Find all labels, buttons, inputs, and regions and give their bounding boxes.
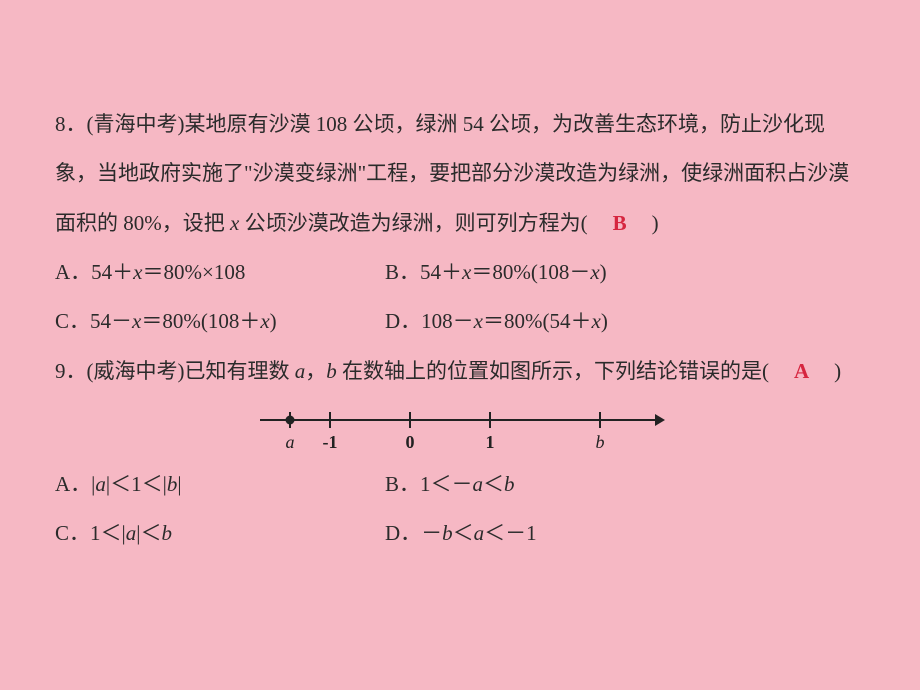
q8-answer: B [613, 211, 627, 235]
q9-option-b: B．1＜－a＜b [385, 460, 865, 509]
opt-var: a [126, 521, 137, 545]
opt-text: － [421, 521, 442, 545]
opt-label: C． [55, 309, 90, 333]
question-9: 9．(威海中考)已知有理数 a，b 在数轴上的位置如图所示，下列结论错误的是( … [55, 347, 865, 396]
opt-text: ＜ [483, 472, 504, 496]
opt-var: a [95, 472, 106, 496]
svg-text:-1: -1 [323, 432, 338, 452]
opt-text: ) [270, 309, 277, 333]
opt-label: A． [55, 472, 91, 496]
opt-var: b [161, 521, 172, 545]
q8-stem-3: ) [631, 211, 659, 235]
q9-option-c: C．1＜|a|＜b [55, 509, 385, 558]
opt-text: ＝80%×108 [143, 260, 246, 284]
opt-var: b [504, 472, 515, 496]
opt-var: x [462, 260, 471, 284]
q9-number-line-figure: a -1 0 1 b [55, 396, 865, 460]
q9-options-row1: A．|a|＜1＜|b| B．1＜－a＜b [55, 460, 865, 509]
q9-comma: ， [305, 359, 326, 383]
q9-option-a: A．|a|＜1＜|b| [55, 460, 385, 509]
opt-label: C． [55, 521, 90, 545]
opt-var: b [167, 472, 178, 496]
q8-option-c: C．54－x＝80%(108＋x) [55, 297, 385, 346]
opt-text: |＜ [136, 521, 161, 545]
q9-answer: A [794, 359, 809, 383]
opt-text: 54＋ [420, 260, 462, 284]
q8-number: 8． [55, 112, 87, 136]
opt-var: x [132, 309, 141, 333]
opt-text: ) [601, 309, 608, 333]
question-8: 8．(青海中考)某地原有沙漠 108 公顷，绿洲 54 公顷，为改善生态环境，防… [55, 100, 865, 248]
opt-text: ＝80%(108＋ [141, 309, 260, 333]
opt-text: ＜－1 [484, 521, 537, 545]
q9-option-d: D．－b＜a＜－1 [385, 509, 865, 558]
svg-text:b: b [596, 432, 605, 452]
q9-stem-2: 在数轴上的位置如图所示，下列结论错误的是( [337, 359, 790, 383]
q8-options-row1: A．54＋x＝80%×108 B．54＋x＝80%(108－x) [55, 248, 865, 297]
q8-var-x: x [230, 211, 239, 235]
opt-label: D． [385, 521, 421, 545]
q9-number: 9． [55, 359, 87, 383]
q9-stem-1: 已知有理数 [185, 359, 295, 383]
q9-var-b: b [326, 359, 337, 383]
opt-text: |＜1＜| [106, 472, 167, 496]
opt-text: ＝80%(54＋ [483, 309, 592, 333]
q9-var-a: a [295, 359, 306, 383]
q8-tag: (青海中考) [87, 112, 185, 136]
opt-var: b [442, 521, 453, 545]
opt-var: x [133, 260, 142, 284]
opt-text: ) [600, 260, 607, 284]
opt-text: ＜ [453, 521, 474, 545]
q8-option-b: B．54＋x＝80%(108－x) [385, 248, 865, 297]
svg-text:1: 1 [486, 432, 495, 452]
opt-label: D． [385, 309, 421, 333]
opt-text: 1＜－ [420, 472, 473, 496]
svg-text:0: 0 [406, 432, 415, 452]
opt-text: 54－ [90, 309, 132, 333]
number-line-svg: a -1 0 1 b [255, 404, 665, 454]
opt-text: 108－ [421, 309, 474, 333]
q8-option-a: A．54＋x＝80%×108 [55, 248, 385, 297]
opt-text: | [177, 472, 181, 496]
opt-var: a [473, 472, 484, 496]
page: 8．(青海中考)某地原有沙漠 108 公顷，绿洲 54 公顷，为改善生态环境，防… [0, 0, 920, 599]
opt-text: ＝80%(108－ [471, 260, 590, 284]
opt-var: x [590, 260, 599, 284]
q8-options-row2: C．54－x＝80%(108＋x) D．108－x＝80%(54＋x) [55, 297, 865, 346]
opt-label: B． [385, 472, 420, 496]
svg-text:a: a [286, 432, 295, 452]
q9-tag: (威海中考) [87, 359, 185, 383]
opt-text: 1＜| [90, 521, 126, 545]
opt-text: 54＋ [91, 260, 133, 284]
opt-label: A． [55, 260, 91, 284]
opt-var: a [474, 521, 485, 545]
q9-options-row2: C．1＜|a|＜b D．－b＜a＜－1 [55, 509, 865, 558]
opt-var: x [474, 309, 483, 333]
q8-option-d: D．108－x＝80%(54＋x) [385, 297, 865, 346]
opt-var: x [592, 309, 601, 333]
opt-var: x [260, 309, 269, 333]
q9-stem-3: ) [813, 359, 841, 383]
opt-label: B． [385, 260, 420, 284]
q8-stem-2: 公顷沙漠改造为绿洲，则可列方程为( [239, 211, 608, 235]
